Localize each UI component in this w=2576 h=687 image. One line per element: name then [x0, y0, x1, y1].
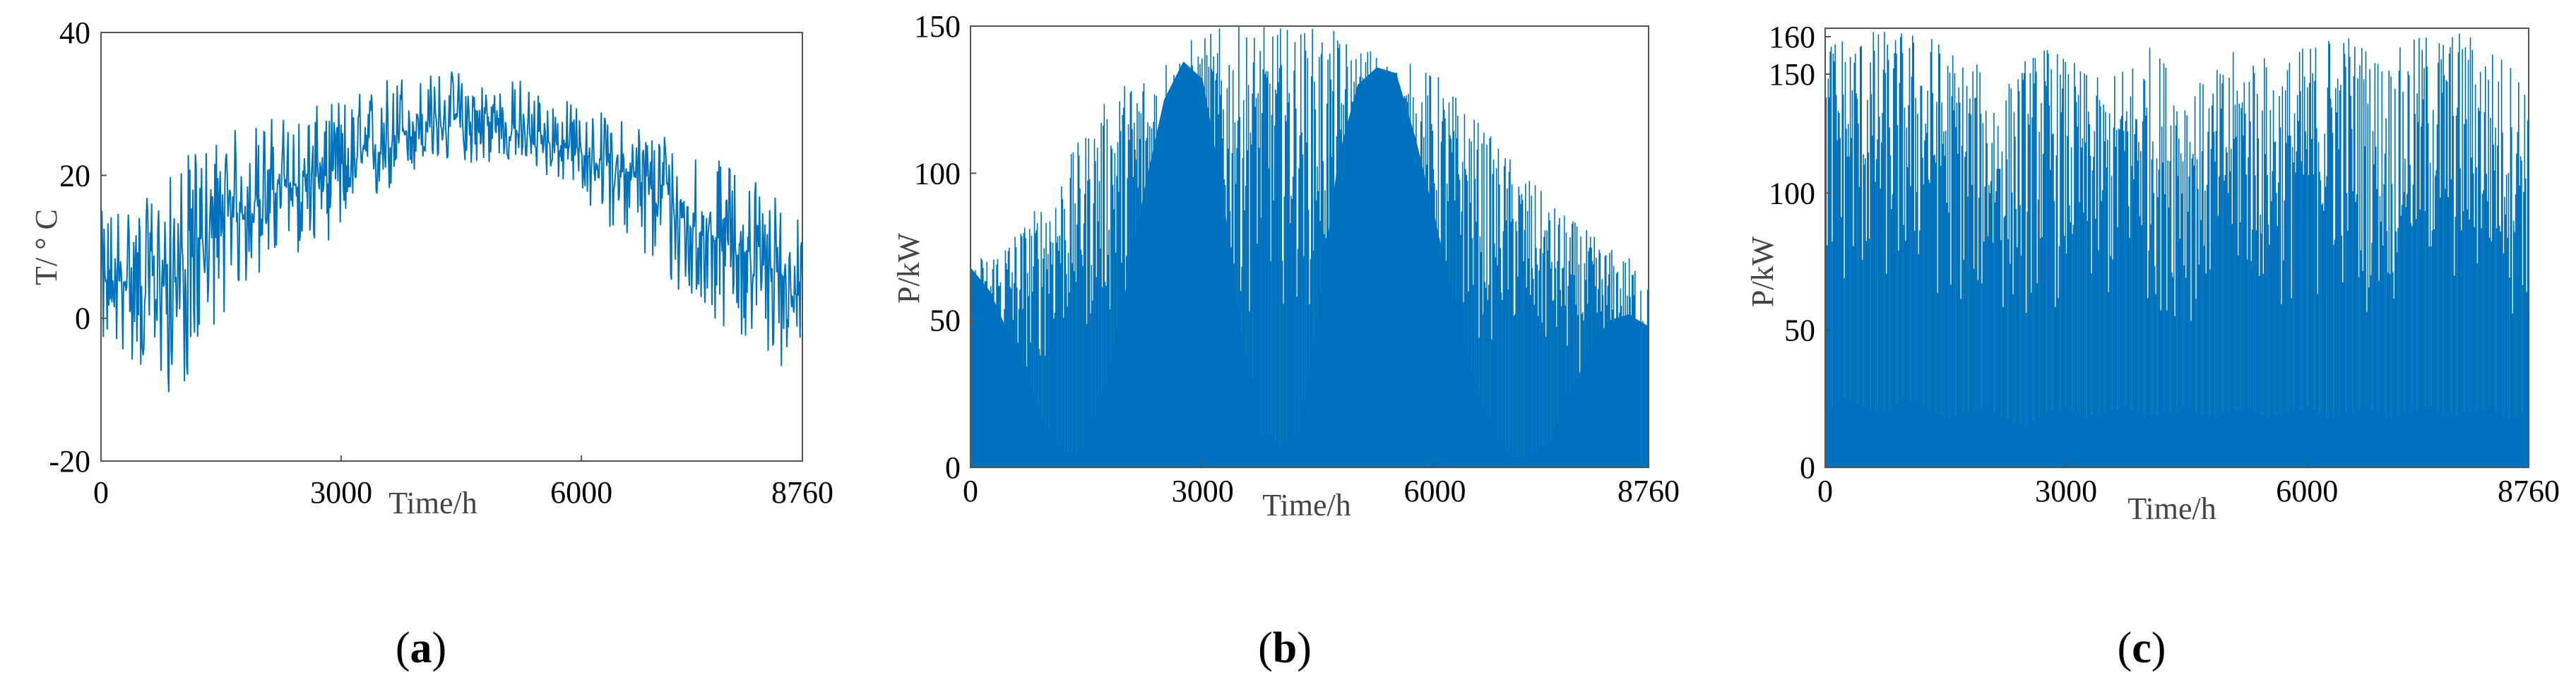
panel-b-plot: [970, 26, 1649, 467]
panel-a-ytick-label: -20: [49, 444, 90, 479]
panel-b-dense-area: [971, 61, 1649, 467]
panel-c-plot: [1824, 32, 2529, 467]
panel-c-ytick-label: 160: [1769, 20, 1815, 54]
panel-b-label-open: (: [1258, 624, 1273, 672]
panel-c-xtick-label: 6000: [2276, 474, 2338, 508]
panel-b-label-letter: b: [1273, 624, 1297, 672]
panel-b-xlabel: Time/h: [1262, 488, 1351, 522]
panel-a-xlabel: Time/h: [388, 486, 477, 520]
panel-a-label-letter: a: [410, 624, 432, 672]
panel-a-frame: [100, 32, 803, 462]
panel-b-ytick-label: 50: [930, 304, 961, 338]
panel-c-xtick-label: 8760: [2498, 474, 2560, 508]
panel-b: 0 50 100 150 0 3000 6000 8760 P/kW Time/h (b): [891, 9, 1680, 672]
panel-b-label: (b): [1258, 624, 1312, 672]
panel-b-ytick-label: 150: [914, 9, 961, 44]
panel-c-ylabel: P/kW: [1745, 236, 1780, 307]
panel-a-xtick-label: 3000: [310, 475, 372, 510]
panel-a-plot: [100, 71, 803, 393]
panel-b-xtick-label: 0: [963, 474, 978, 508]
panel-a-xtick-label: 0: [93, 475, 109, 510]
panel-c-xtick-label: 3000: [2035, 474, 2097, 508]
panel-b-xtick-label: 8760: [1618, 474, 1680, 508]
panel-a-ytick-label: 20: [59, 158, 90, 193]
panel-b-ylabel: P/kW: [891, 232, 926, 304]
panel-c-ytick-label: 150: [1769, 57, 1815, 92]
panel-c-ytick-label: 50: [1784, 313, 1815, 348]
panel-c-label-close: ): [2151, 624, 2166, 672]
panel-a-label-close: ): [432, 624, 447, 672]
panel-a-ytick-label: 40: [59, 16, 90, 50]
panel-a-series-line: [100, 71, 803, 393]
panel-a-ylabel: T/ ° C: [29, 209, 64, 285]
panel-c-ytick-label: 100: [1769, 176, 1815, 210]
panel-c-ytick-label: 0: [1800, 450, 1815, 485]
panel-c-xlabel: Time/h: [2127, 491, 2216, 526]
panel-b-ytick-label: 0: [945, 450, 961, 485]
panel-a-ytick-label: 0: [75, 301, 90, 336]
panel-c-label: (c): [2118, 624, 2166, 672]
panel-b-frame: [970, 25, 1649, 468]
panel-b-xtick-label: 6000: [1404, 474, 1466, 508]
panel-a-xtick-label: 8760: [771, 475, 833, 510]
panel-a-label-open: (: [396, 624, 410, 672]
panel-b-ticks: 0 50 100 150 0 3000 6000 8760: [914, 9, 1680, 508]
panel-c-xtick-label: 0: [1817, 474, 1833, 508]
panel-b-label-close: ): [1297, 624, 1312, 672]
panel-c-dense-area: [1825, 398, 2529, 467]
panel-c-frame: [1824, 28, 2529, 468]
panel-b-ytick-label: 100: [914, 156, 961, 191]
panel-a-xtick-label: 6000: [550, 475, 612, 510]
panel-c-label-letter: c: [2132, 624, 2151, 672]
panel-c-label-open: (: [2118, 624, 2132, 672]
panel-a-label: (a): [396, 624, 446, 672]
panel-b-xtick-label: 3000: [1172, 474, 1234, 508]
